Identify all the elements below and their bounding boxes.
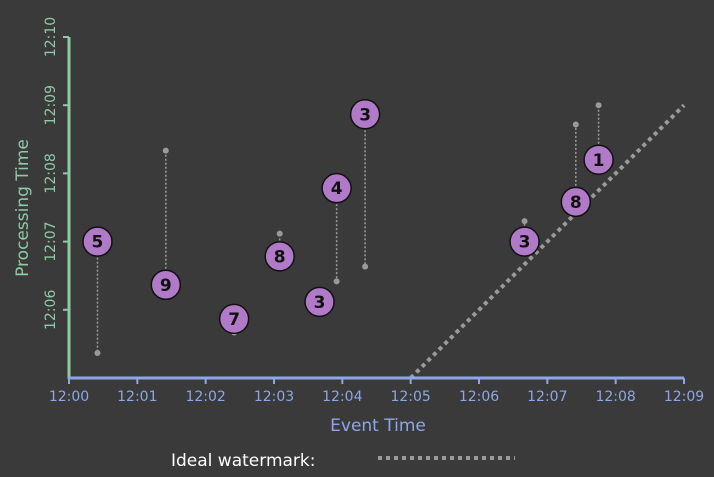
data-point-label: 8 (274, 247, 286, 267)
data-point-marker (82, 226, 113, 257)
y-tick-label: 12:06 (43, 290, 59, 330)
stem-origin-dot (276, 230, 283, 237)
y-tick-label: 12:08 (43, 153, 59, 193)
data-point-marker (509, 226, 540, 257)
x-tick-label: 12:06 (459, 389, 499, 405)
y-tick-label: 12:07 (43, 221, 59, 261)
data-point-marker (150, 269, 182, 301)
data-point-marker (264, 241, 295, 272)
data-point-label: 9 (160, 276, 172, 296)
data-point-marker (218, 303, 250, 335)
ideal-watermark-line (409, 103, 686, 380)
data-point-marker (304, 286, 335, 318)
data-point-marker (349, 99, 381, 130)
y-tick-label: 12:09 (43, 85, 59, 125)
data-point-marker (560, 186, 592, 218)
data-point-marker (583, 144, 614, 176)
data-point-label: 3 (359, 105, 371, 125)
x-tick-label: 12:01 (117, 389, 157, 405)
stem-origin-dot (162, 147, 169, 154)
x-ticks: 12:00 12:01 12:02 12:03 12:04 12:05 12:06 12:07… (49, 378, 704, 405)
y-tick-label: 12:10 (43, 17, 59, 57)
data-point-label: 3 (314, 293, 326, 313)
points-layer: 5 9 7 8 3 4 3 3 8 1 (82, 99, 614, 335)
y-ticks: 12:06 12:07 12:08 12:09 12:10 (43, 17, 69, 330)
x-tick-label: 12:04 (322, 389, 362, 405)
data-point-label: 3 (519, 233, 531, 253)
stem-origin-dot (333, 278, 340, 285)
data-point-label: 4 (331, 179, 343, 199)
x-tick-label: 12:05 (390, 389, 430, 405)
x-tick-label: 12:00 (49, 389, 89, 405)
data-point-label: 1 (593, 151, 605, 171)
y-axis-label: Processing Time (13, 139, 33, 277)
x-tick-label: 12:08 (595, 389, 635, 405)
x-tick-label: 12:09 (664, 389, 704, 405)
x-tick-label: 12:03 (254, 389, 294, 405)
stem-origin-dot (521, 218, 528, 225)
data-point-label: 5 (92, 233, 104, 253)
x-tick-label: 12:07 (527, 389, 567, 405)
data-point-marker (321, 172, 352, 204)
data-point-label: 7 (228, 310, 240, 330)
stem-origin-dot (94, 349, 101, 356)
stem-origin-dot (362, 263, 369, 270)
x-axis-label: Event Time (330, 416, 426, 436)
x-tick-label: 12:02 (185, 389, 225, 405)
watermark-layer (409, 103, 686, 380)
data-point-label: 8 (570, 193, 582, 213)
stem-origin-dot (572, 121, 579, 128)
stem-origin-dot (595, 102, 602, 109)
legend-label: Ideal watermark: (171, 451, 315, 471)
